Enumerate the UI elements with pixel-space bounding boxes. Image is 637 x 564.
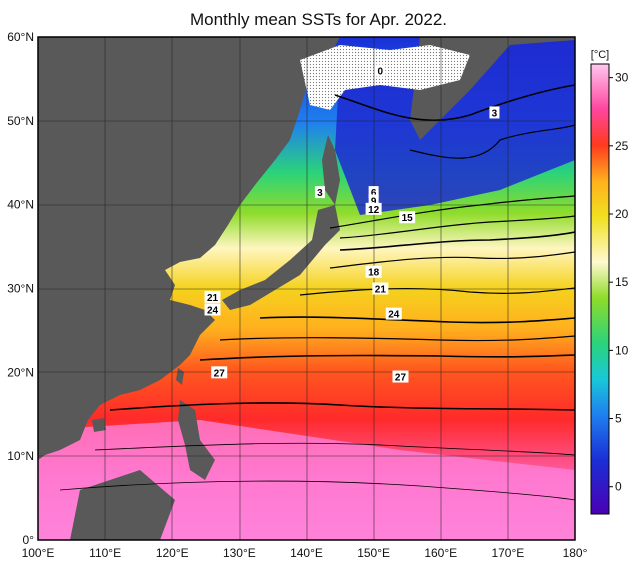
contour-label: 15	[402, 213, 414, 224]
philippine-islands	[178, 400, 215, 480]
hainan-island	[92, 418, 106, 432]
lat-tick-label: 20°N	[7, 365, 34, 379]
contour-label: 12	[368, 205, 380, 216]
colorbar-ramp	[590, 63, 610, 515]
asian-continent	[38, 37, 340, 460]
colorbar-tick-label: 15	[615, 275, 629, 289]
japan-islands	[222, 205, 340, 310]
lon-tick-label: 180°	[563, 546, 588, 560]
lon-tick-label: 120°E	[156, 546, 189, 560]
lon-tick-label: 140°E	[290, 546, 323, 560]
longitude-axis: 100°E 110°E 120°E 130°E 140°E 150°E 160°E 170°E…	[22, 546, 588, 560]
contour-label: 18	[368, 268, 380, 279]
contour-label-box	[399, 211, 416, 224]
contour-label-box	[204, 290, 221, 303]
contour-label: 0	[378, 67, 384, 78]
graticule-grid	[38, 37, 575, 540]
colorbar-tick-label: 5	[615, 412, 622, 426]
lat-tick-label: 60°N	[7, 30, 34, 44]
map-border	[37, 36, 576, 541]
lon-tick-label: 110°E	[89, 546, 121, 560]
lat-tick-label: 50°N	[7, 114, 34, 128]
contour-label-box	[375, 64, 386, 77]
lon-tick-label: 160°E	[424, 546, 457, 560]
colorbar-tick-label: 30	[615, 71, 629, 85]
contour-label: 21	[207, 293, 219, 304]
colorbar: [°C] 30 25 20 15 10 5 0	[590, 49, 629, 515]
colorbar-tick-label: 10	[615, 343, 629, 357]
contour-label: 27	[395, 373, 407, 384]
contour-label: 3	[492, 108, 498, 119]
contour-label: 9	[371, 196, 377, 207]
contour-label-box	[372, 282, 389, 295]
contour-label-box	[392, 370, 409, 383]
colorbar-tick-label: 20	[615, 207, 629, 221]
map-title: Monthly mean SSTs for Apr. 2022.	[189, 10, 448, 29]
sea-ice-region	[300, 45, 470, 110]
sakhalin-island	[322, 135, 340, 205]
contour-label: 6	[371, 188, 377, 199]
lon-tick-label: 150°E	[357, 546, 390, 560]
contour-label-box	[204, 303, 221, 316]
contour-label: 24	[388, 310, 400, 321]
contour-label-box	[489, 106, 500, 119]
contour-label-box	[365, 265, 382, 278]
lat-tick-label: 30°N	[7, 282, 34, 296]
colorbar-ticks: 30 25 20 15 10 5 0	[609, 71, 629, 494]
contour-label: 27	[214, 368, 226, 379]
contour-label: 21	[375, 285, 387, 296]
contour-label-box	[211, 366, 228, 379]
lat-tick-label: 40°N	[7, 198, 34, 212]
colorbar-tick-label: 25	[615, 139, 629, 153]
contour-label-box	[385, 307, 402, 320]
latitude-axis: 60°N 50°N 40°N 30°N 20°N 10°N 0°	[7, 30, 34, 547]
isotherm-contours	[59, 84, 575, 501]
contour-label: 3	[317, 188, 323, 199]
colorbar-unit: [°C]	[591, 49, 609, 61]
colorbar-tick-label: 0	[615, 480, 622, 494]
contour-label: 24	[207, 305, 219, 316]
lat-tick-label: 0°	[23, 533, 35, 547]
lat-tick-label: 10°N	[7, 449, 34, 463]
lon-tick-label: 100°E	[22, 546, 55, 560]
lon-tick-label: 130°E	[223, 546, 256, 560]
contour-label-box	[314, 186, 325, 199]
contour-label-box	[365, 202, 382, 215]
contour-label-box	[368, 194, 379, 207]
contour-label-box	[368, 186, 379, 199]
lon-tick-label: 170°E	[491, 546, 524, 560]
